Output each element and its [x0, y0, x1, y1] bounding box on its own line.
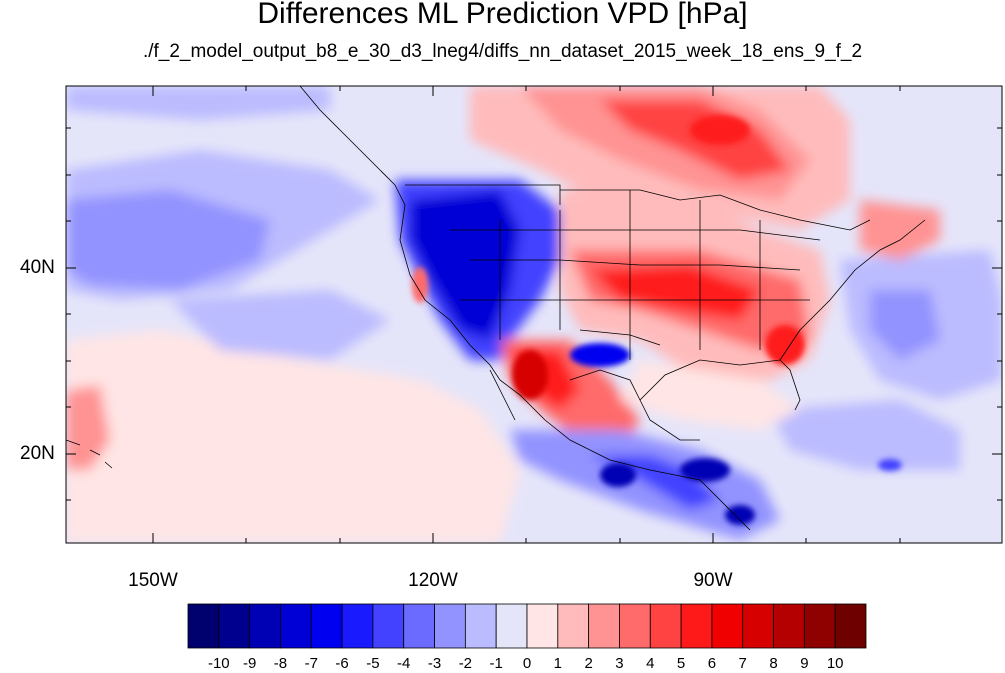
colorbar-swatch — [341, 603, 374, 649]
colorbar-swatch — [711, 603, 744, 649]
colorbar-tick-label: 0 — [522, 655, 532, 672]
colorbar-swatch — [588, 603, 620, 649]
colorbar-swatch — [649, 603, 682, 649]
colorbar-swatch — [403, 603, 435, 649]
colorbar-tick-label: 5 — [676, 655, 686, 672]
colorbar-tick-label: 2 — [584, 655, 593, 672]
coastline-borders — [66, 86, 926, 531]
map-field — [66, 86, 1002, 543]
lon-label-120w: 120W — [408, 570, 458, 591]
colorbar-tick-label: -7 — [304, 655, 318, 672]
colorbar-tick-label: -3 — [427, 655, 442, 672]
map-title: Differences ML Prediction VPD [hPa] — [257, 0, 748, 30]
colorbar-swatch — [372, 603, 405, 649]
lat-label-40n: 40N — [20, 257, 55, 278]
colorbar-tick-label: -6 — [335, 655, 349, 672]
lon-label-90w: 90W — [693, 570, 733, 591]
colorbar-tick-label: -2 — [458, 655, 473, 672]
colorbar-swatch — [526, 603, 559, 649]
colorbar-tick-label: -4 — [397, 655, 411, 672]
colorbar-swatch — [834, 603, 867, 649]
colorbar-swatch — [434, 603, 466, 649]
colorbar-tick-label: 1 — [553, 655, 562, 672]
colorbar-tick-label: -10 — [207, 655, 230, 672]
colorbar-tick-label: 8 — [769, 655, 778, 672]
colorbar-swatch — [280, 603, 312, 649]
colorbar-tick-label: 3 — [615, 655, 624, 672]
colorbar-swatch — [742, 603, 774, 649]
colorbar-swatch — [557, 603, 590, 649]
colorbar-swatch — [464, 603, 497, 649]
colorbar-tick-label: -8 — [273, 655, 288, 672]
colorbar-tick-label: 4 — [646, 655, 655, 672]
colorbar-swatch — [249, 603, 281, 649]
colorbar-tick-label: -5 — [366, 655, 380, 672]
colorbar-swatch — [773, 603, 805, 649]
colorbar-swatch — [619, 603, 651, 649]
colorbar-tick-label: 6 — [707, 655, 717, 672]
colorbar-swatch — [680, 603, 713, 649]
colorbar-tick-label: -9 — [242, 655, 257, 672]
colorbar-swatch — [218, 603, 251, 649]
colorbar-swatch — [187, 603, 220, 649]
colorbar-swatch — [310, 603, 343, 649]
map-subtitle: ./f_2_model_output_b8_e_30_d3_lneg4/diff… — [142, 41, 863, 62]
colorbar-tick-label: 10 — [826, 655, 844, 672]
colorbar-tick-label: -1 — [489, 655, 503, 672]
colorbar-tick-label: 9 — [800, 655, 809, 672]
lat-label-20n: 20N — [20, 443, 55, 464]
colorbar-tick-label: 7 — [738, 655, 747, 672]
colorbar-swatch — [803, 603, 836, 649]
axis-ticks — [65, 86, 1002, 543]
lon-label-150w: 150W — [128, 570, 178, 591]
colorbar-swatch — [495, 603, 528, 649]
